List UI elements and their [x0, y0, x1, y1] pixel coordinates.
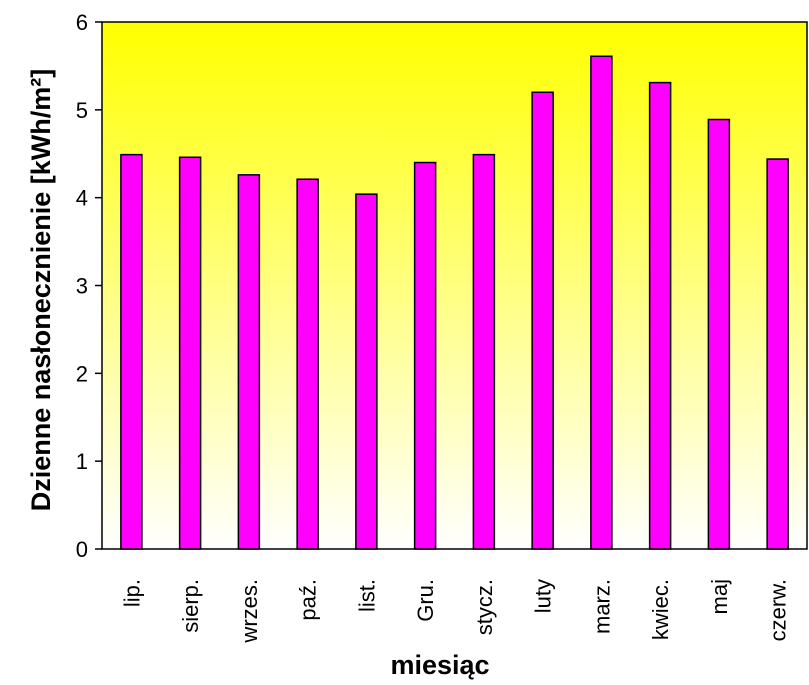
bar [648, 81, 672, 550]
y-tick-label: 2 [76, 361, 88, 386]
plot-area [101, 21, 808, 550]
bar [472, 153, 496, 550]
x-tick-label: Gru. [413, 579, 438, 622]
y-tick-label: 1 [76, 449, 88, 474]
bar [590, 55, 613, 550]
bar [707, 118, 731, 550]
bar [296, 178, 319, 550]
x-tick-label: wrzes. [237, 579, 262, 644]
y-tick-label: 6 [76, 10, 88, 35]
x-tick-label: list. [354, 579, 379, 612]
bar [531, 91, 554, 550]
y-tick-label: 4 [76, 186, 88, 211]
y-axis-title: Dzienne nasłonecznienie [kWh/m²] [26, 69, 56, 512]
bar [355, 193, 378, 550]
x-tick-label: marz. [589, 579, 614, 634]
bar [766, 158, 789, 550]
bar [120, 153, 143, 550]
x-tick-label: maj [707, 579, 732, 614]
x-tick-label: paź. [296, 579, 321, 621]
y-tick-label: 0 [76, 537, 88, 562]
x-tick-label: czerw. [766, 579, 791, 641]
y-tick-label: 3 [76, 274, 88, 299]
y-tick-label: 5 [76, 98, 88, 123]
x-tick-label: kwiec. [648, 579, 673, 640]
bar [413, 161, 437, 550]
x-tick-label: sierp. [178, 579, 203, 633]
bars-group [120, 55, 789, 550]
x-tick-label: luty [531, 579, 556, 613]
x-tick-label: stycz. [472, 579, 497, 635]
x-axis-title: miesiąc [390, 650, 489, 680]
x-tick-label: lip. [119, 579, 144, 607]
bar [237, 174, 261, 550]
y-axis: 0 1 2 3 4 5 6 [76, 10, 102, 562]
x-axis: lip. sierp. wrzes. paź. list. Gru. stycz. luty m… [119, 579, 790, 644]
bar [178, 156, 202, 550]
